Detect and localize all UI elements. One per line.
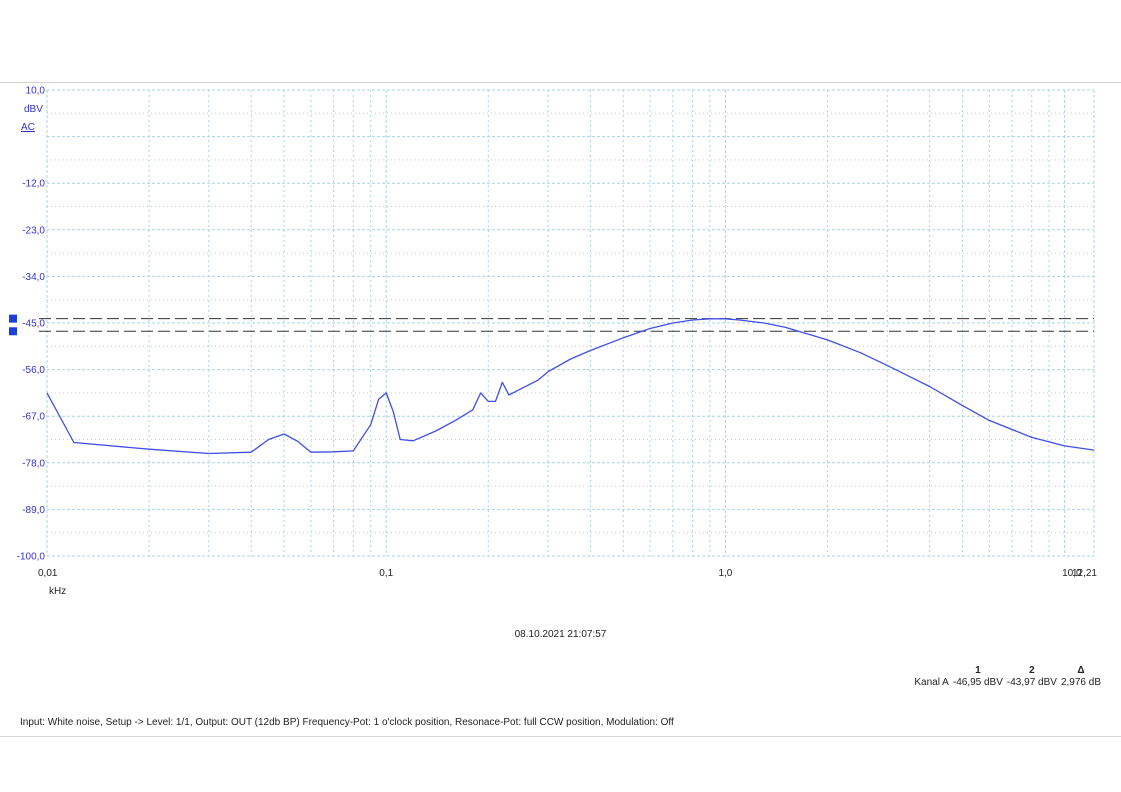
x-tick-label: 0,01 (38, 568, 58, 579)
x-tick-label: 10,0 (1062, 568, 1082, 579)
y-axis: 10,0 -12,0 -23,0 -34,0 -45,0 -56,0 -67,0 -78,0 -… (17, 86, 46, 563)
readout-value-delta: 2,976 dB (1060, 677, 1101, 688)
x-tick-label: 0,1 (379, 568, 393, 579)
y-axis-coupling[interactable]: AC (21, 122, 35, 133)
readout-col-delta: Δ (1077, 665, 1085, 676)
cursor-readout: 1 2 Δ Kanal A -46,95 dBV -43,97 dBV 2,97… (912, 665, 1103, 688)
timestamp: 08.10.2021 21:07:57 (514, 629, 607, 640)
y-tick-label: -56,0 (22, 365, 45, 376)
grid (46, 89, 1095, 557)
spectrum-chart[interactable]: 10,0 -12,0 -23,0 -34,0 -45,0 -56,0 -67,0 -78,0 -… (0, 0, 1121, 620)
readout-col-2: 2 (1029, 665, 1035, 676)
y-tick-label: -34,0 (22, 272, 45, 283)
bottom-divider (0, 736, 1121, 737)
readout-value-1: -46,95 dBV (952, 677, 1003, 688)
measurement-info: Input: White noise, Setup -> Level: 1/1,… (20, 717, 674, 728)
y-tick-label: -89,0 (22, 505, 45, 516)
y-tick-label: 10,0 (26, 86, 46, 97)
cursor-marker-2[interactable] (9, 314, 17, 323)
readout-row-label: Kanal A (914, 677, 949, 688)
cursor-marker-1[interactable] (9, 327, 17, 336)
y-tick-label: -12,0 (22, 179, 45, 190)
series-layer (46, 318, 1095, 455)
y-tick-label: -23,0 (22, 225, 45, 236)
x-axis: 0,01 0,1 1,0 10,012,21 (38, 568, 1097, 579)
x-tick-label: 12,21 (1072, 568, 1097, 579)
y-axis-unit: dBV (24, 104, 43, 115)
y-tick-label: -67,0 (22, 412, 45, 423)
x-tick-label: 1,0 (718, 568, 732, 579)
x-axis-unit: kHz (49, 586, 66, 597)
y-tick-label: -100,0 (17, 552, 46, 563)
series-line (46, 318, 1095, 455)
y-tick-label: -78,0 (22, 458, 45, 469)
readout-col-1: 1 (975, 665, 981, 676)
y-tick-label: -45,0 (22, 319, 45, 330)
readout-value-2: -43,97 dBV (1006, 677, 1057, 688)
top-divider (0, 82, 1121, 83)
cursor-lines[interactable] (9, 314, 1094, 336)
